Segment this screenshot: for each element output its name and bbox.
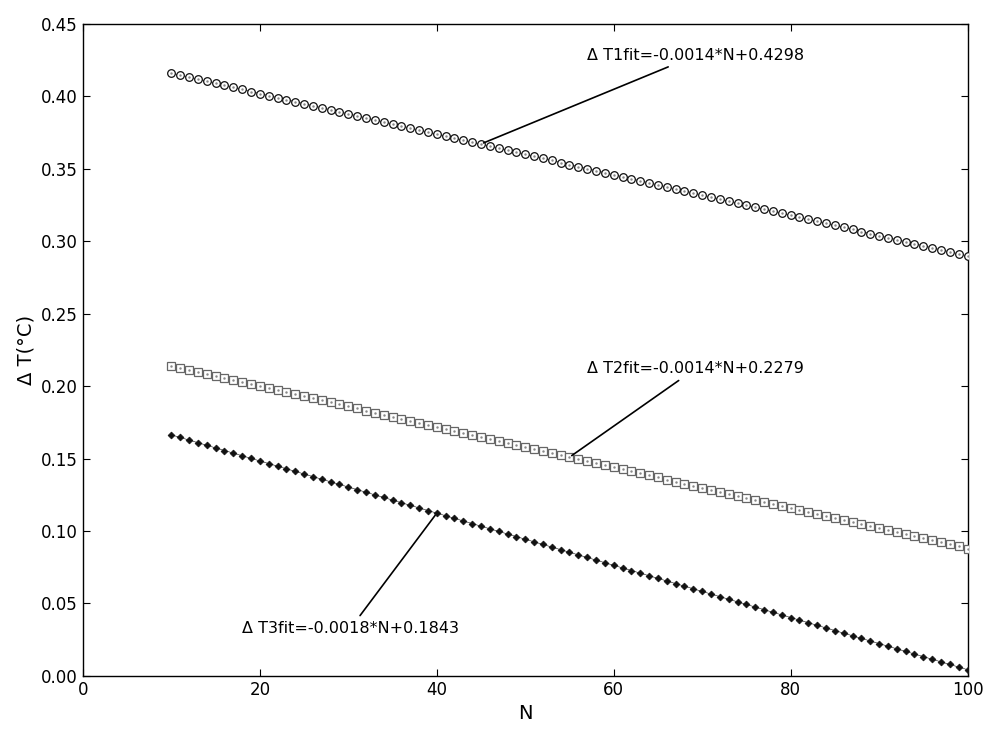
Text: Δ T2fit=-0.0014*N+0.2279: Δ T2fit=-0.0014*N+0.2279 [572,361,804,456]
X-axis label: N: N [518,704,532,723]
Y-axis label: Δ T(°C): Δ T(°C) [17,314,36,385]
Text: Δ T3fit=-0.0018*N+0.1843: Δ T3fit=-0.0018*N+0.1843 [242,515,459,636]
Text: Δ T1fit=-0.0014*N+0.4298: Δ T1fit=-0.0014*N+0.4298 [484,48,804,143]
